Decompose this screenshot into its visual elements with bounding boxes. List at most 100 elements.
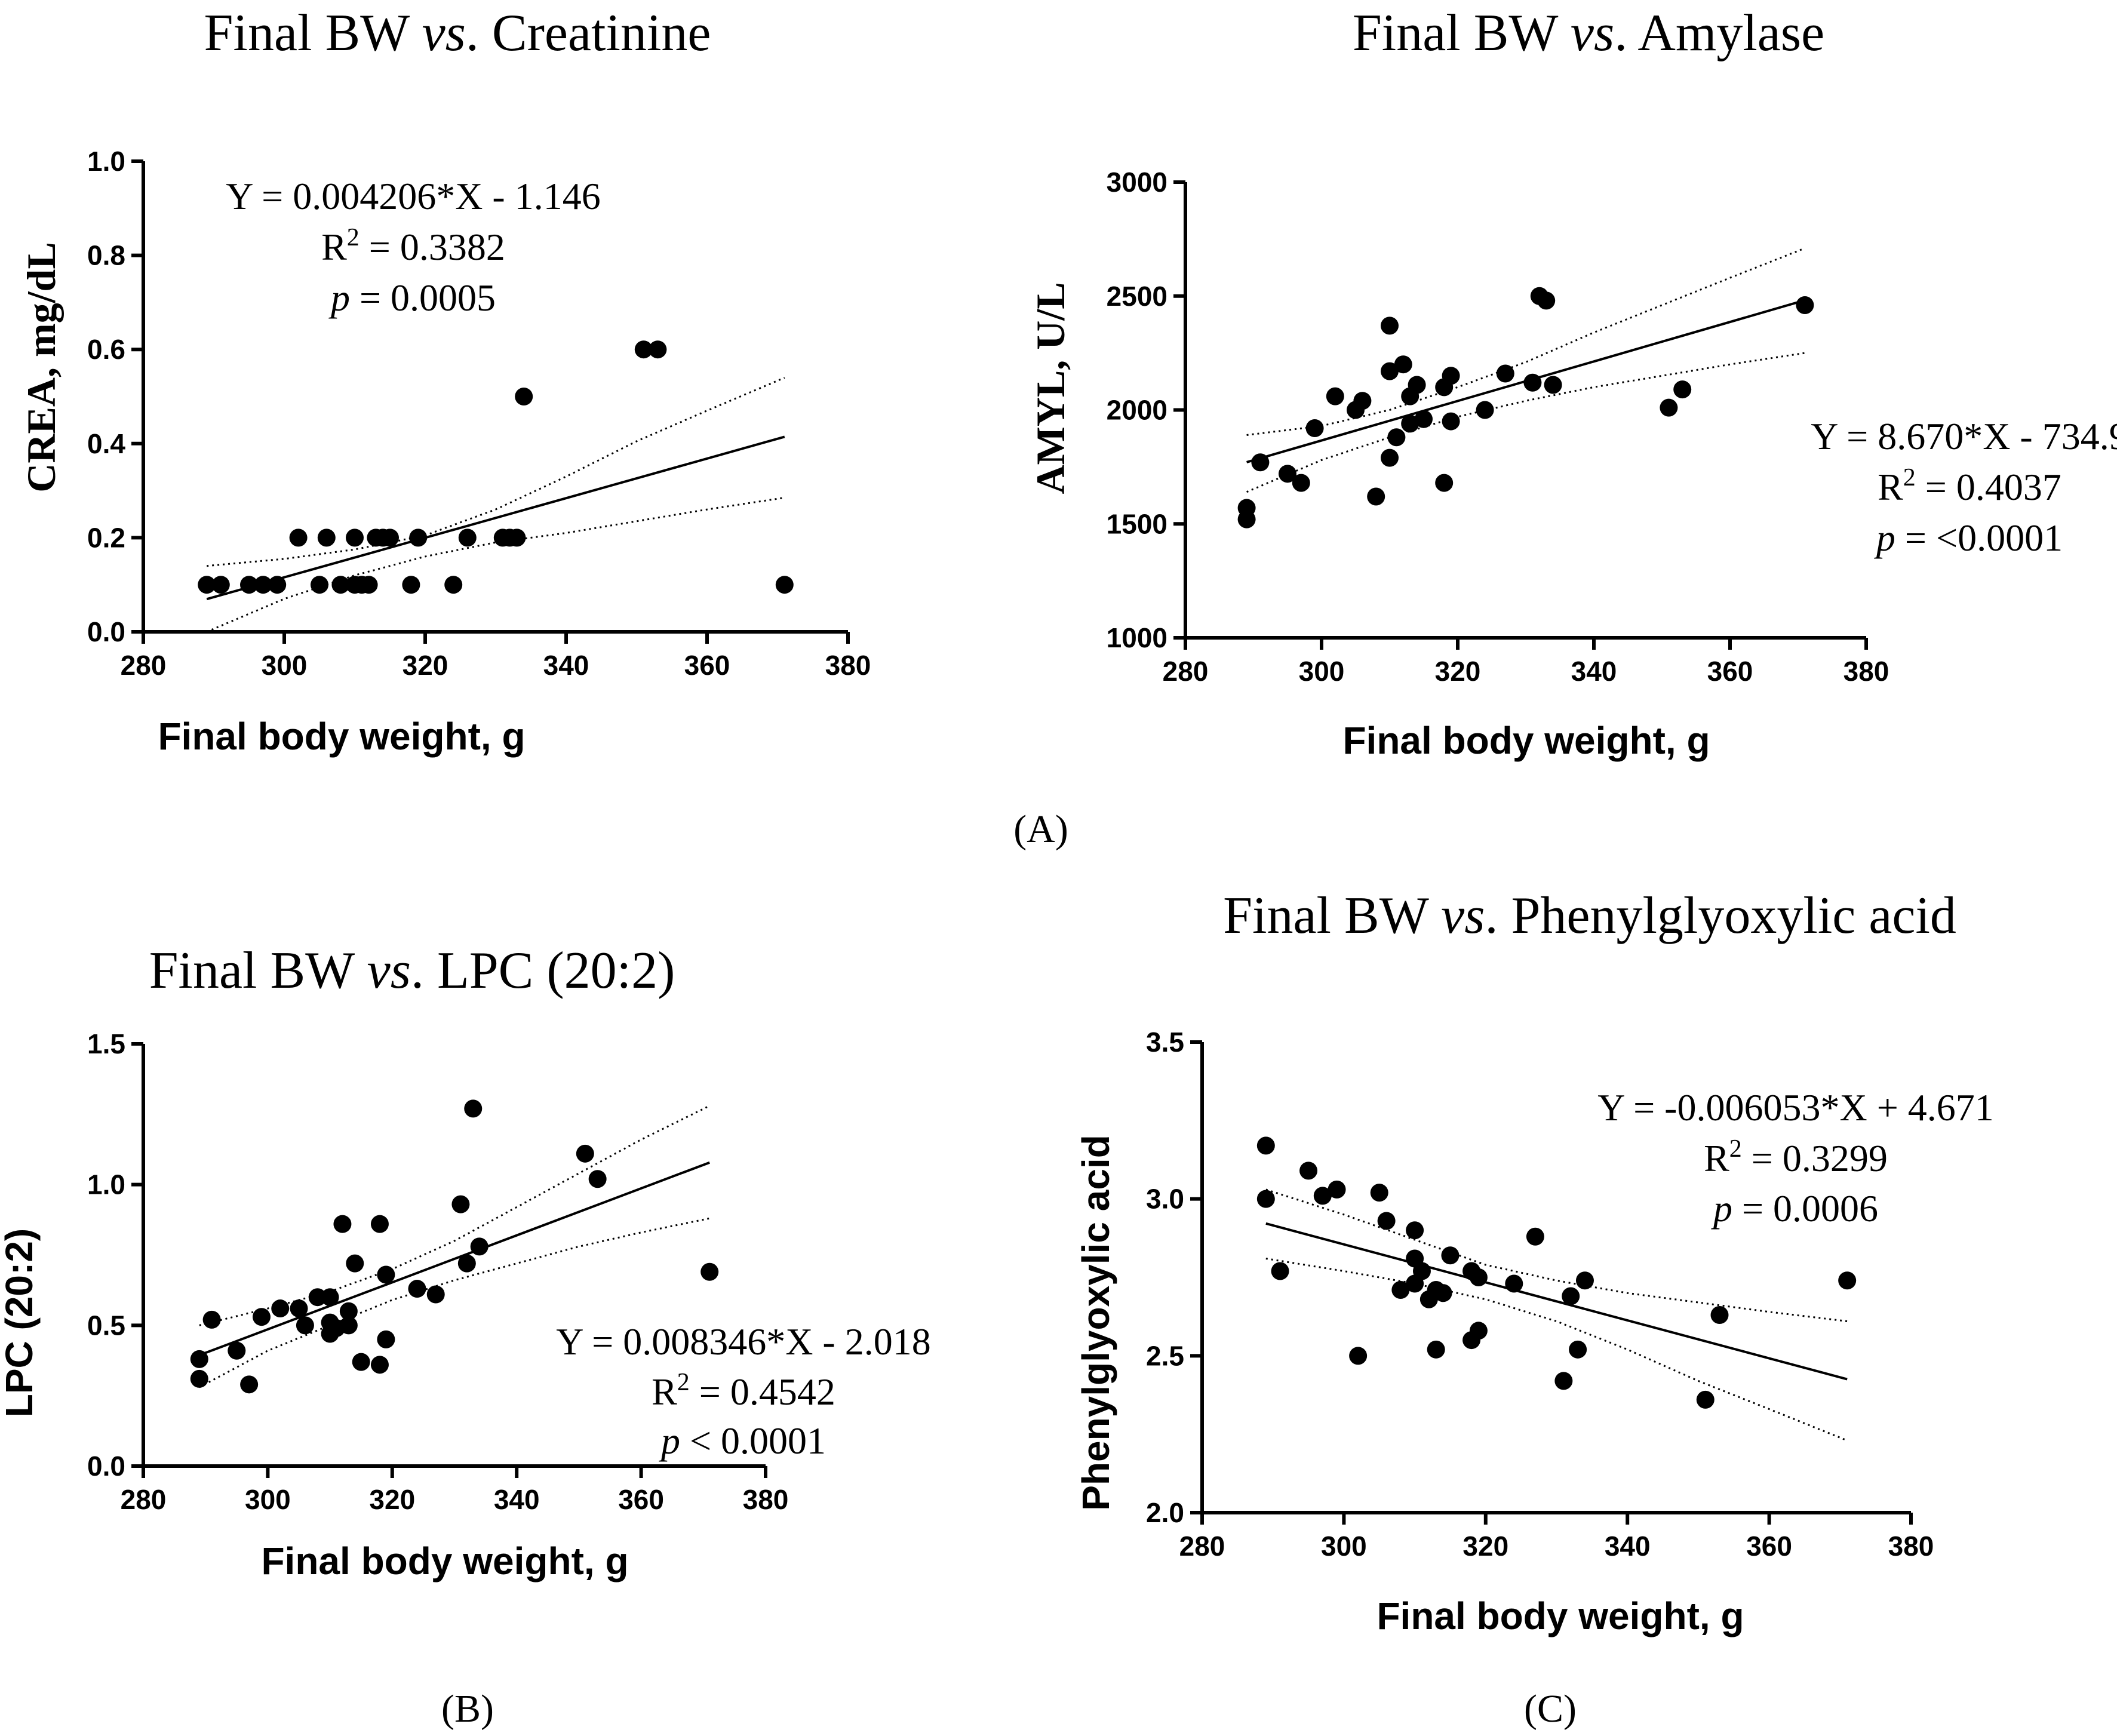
data-point [228,1341,246,1360]
chart-phenylglyoxylic-acid: Final BW vs. Phenylglyoxylic acid Final … [1074,887,1994,1637]
data-point [1796,296,1814,315]
y-tick-label: 1.0 [87,146,125,177]
data-point [190,1350,208,1368]
r-squared-label: R2 = 0.3299 [1704,1135,1888,1179]
data-point [1575,1271,1594,1290]
regression-line [206,435,785,601]
data-point [198,576,216,594]
data-point [370,1356,389,1374]
confidence-band-upper [207,377,785,567]
data-point [190,1369,208,1388]
data-point [649,340,667,359]
chart-amylase: Final BW vs. Amylase Final body weight, … [1028,4,2117,762]
y-axis-label: Phenylglyoxylic acid [1074,1135,1117,1511]
x-tick-label: 340 [1571,656,1617,687]
data-point [1370,1184,1388,1202]
y-tick-label: 0.0 [87,1451,125,1482]
data-point [1377,1212,1396,1230]
y-tick-label: 2500 [1107,281,1167,312]
regression-equation: Y = 0.008346*X - 2.018 [556,1320,930,1363]
data-point [1496,364,1514,383]
x-tick-label: 300 [1321,1531,1367,1562]
data-point [470,1237,488,1256]
data-point [1313,1187,1332,1205]
data-point [700,1262,719,1281]
data-point [588,1170,607,1188]
data-point [457,1254,476,1273]
data-point [1381,317,1399,335]
chart-creatinine: Final BW vs. Creatinine Final body weigh… [19,4,871,758]
data-point [1554,1372,1573,1390]
x-tick-label: 280 [1179,1531,1225,1562]
data-point [289,529,308,547]
confidence-band-upper [1246,247,1805,436]
data-point [1349,1347,1368,1365]
p-value-label: p = <0.0001 [1874,517,2063,559]
data-point [1696,1390,1715,1409]
x-axis-label: Final body weight, g [1342,719,1710,762]
data-point [296,1316,314,1335]
regression-equation: Y = -0.006053*X + 4.671 [1597,1086,1994,1129]
y-tick-label: 1.5 [87,1028,125,1059]
x-tick-label: 320 [1435,656,1481,687]
data-point [377,1330,395,1348]
data-point [240,1375,259,1394]
x-tick-label: 360 [1746,1531,1792,1562]
chart-title: Final BW vs. Amylase [1353,4,1824,62]
y-tick-label: 2000 [1107,395,1167,426]
data-point [458,529,477,547]
x-tick-label: 360 [618,1484,664,1515]
data-point [1237,510,1256,529]
confidence-band-lower [1265,1258,1848,1442]
data-point [1469,1268,1488,1286]
y-tick-label: 3.0 [1146,1184,1184,1215]
x-tick-label: 300 [262,650,308,681]
data-point [1305,419,1324,438]
data-point [321,1288,339,1307]
data-point [339,1302,358,1320]
data-point [1526,1227,1544,1246]
p-value-label: p = 0.0005 [328,276,496,319]
panel-label-c: (C) [1524,1687,1577,1731]
data-point [1469,1322,1488,1340]
r-squared-label: R2 = 0.4037 [1878,464,2061,508]
x-tick-label: 340 [494,1484,540,1515]
y-axis-label: LPC (20:2) [0,1228,41,1418]
data-point [409,529,428,547]
chart-title: Final BW vs. Phenylglyoxylic acid [1223,887,1956,945]
data-point [444,576,463,594]
data-point [211,576,230,594]
data-point [1292,474,1310,492]
y-axis-label: CREA, mg/dL [19,242,64,492]
x-axis-label: Final body weight, g [158,715,525,758]
data-point [268,576,287,594]
data-point [308,1288,327,1307]
data-point [331,576,350,594]
data-point [317,529,336,547]
confidence-band-upper [199,1105,710,1326]
data-point [254,576,272,594]
y-tick-label: 1000 [1107,622,1167,653]
data-point [1408,376,1426,394]
p-value-label: p < 0.0001 [659,1419,826,1462]
data-point [311,576,328,594]
x-tick-label: 380 [743,1484,789,1515]
r-squared-label: R2 = 0.4542 [652,1369,835,1413]
y-axis-label: AMYL, U/L [1028,282,1073,494]
data-point [290,1299,308,1318]
data-point [1412,1262,1431,1280]
data-point [576,1144,594,1163]
regression-line [199,1161,710,1357]
data-point [1394,355,1412,374]
data-point [1710,1306,1729,1325]
data-point [1381,362,1399,380]
data-point [1442,412,1460,431]
data-point [346,1254,364,1273]
data-point [370,1215,389,1233]
data-point [377,1265,395,1284]
data-point [1569,1340,1587,1359]
data-point [1435,474,1454,492]
regression-line [1265,1222,1848,1381]
data-point [1367,487,1385,506]
